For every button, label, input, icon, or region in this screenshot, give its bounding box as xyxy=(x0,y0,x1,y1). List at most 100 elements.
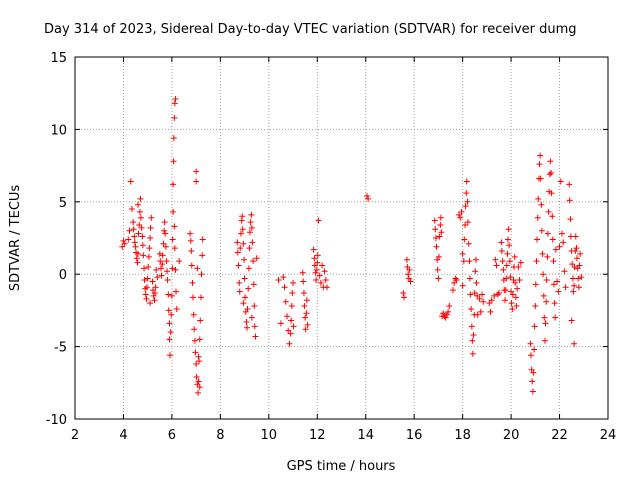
data-point xyxy=(199,236,206,243)
data-point xyxy=(542,337,549,344)
data-point xyxy=(557,178,564,185)
data-point xyxy=(171,223,178,230)
data-point xyxy=(168,292,175,299)
data-point xyxy=(172,95,179,102)
data-point xyxy=(503,262,510,269)
data-point xyxy=(548,190,555,197)
data-point xyxy=(506,258,513,265)
data-point xyxy=(193,360,200,367)
data-point xyxy=(134,259,141,266)
data-point xyxy=(172,266,179,273)
data-point xyxy=(461,236,468,243)
data-point xyxy=(500,266,507,273)
data-point xyxy=(236,288,243,295)
data-point xyxy=(572,233,579,240)
data-point xyxy=(153,266,160,273)
data-point xyxy=(302,314,309,321)
data-point xyxy=(535,195,542,202)
data-point xyxy=(492,256,499,263)
data-point xyxy=(432,226,439,233)
data-point xyxy=(277,320,284,327)
data-point xyxy=(449,287,456,294)
data-point xyxy=(549,236,556,243)
data-point xyxy=(544,230,551,237)
data-point xyxy=(141,265,148,272)
data-point xyxy=(316,272,323,279)
data-point xyxy=(512,279,519,286)
data-point xyxy=(136,208,143,215)
data-point xyxy=(287,330,294,337)
data-point xyxy=(552,246,559,253)
x-tick-label: 2 xyxy=(71,428,79,443)
data-point xyxy=(474,311,481,318)
data-point xyxy=(237,230,244,237)
data-point xyxy=(571,340,578,347)
data-point xyxy=(195,353,202,360)
data-point xyxy=(504,250,511,257)
data-point xyxy=(166,352,173,359)
data-point xyxy=(251,323,258,330)
data-point xyxy=(571,263,578,270)
data-point xyxy=(248,211,255,218)
data-point xyxy=(139,242,146,249)
data-point xyxy=(575,284,582,291)
x-tick-label: 18 xyxy=(454,428,471,443)
data-point xyxy=(440,310,447,317)
data-point xyxy=(141,276,148,283)
data-point xyxy=(578,274,585,281)
data-point xyxy=(533,258,540,265)
data-point xyxy=(283,313,290,320)
data-point xyxy=(245,265,252,272)
data-point xyxy=(150,292,157,299)
data-point xyxy=(195,389,202,396)
data-point xyxy=(573,245,580,252)
data-point xyxy=(442,314,449,321)
data-point xyxy=(534,236,541,243)
data-point xyxy=(531,323,538,330)
data-point xyxy=(555,288,562,295)
data-point xyxy=(171,100,178,107)
data-point xyxy=(544,253,551,260)
data-point xyxy=(569,275,576,282)
data-point xyxy=(138,224,145,231)
data-point xyxy=(462,203,469,210)
data-point xyxy=(437,214,444,221)
data-point xyxy=(439,313,446,320)
data-point xyxy=(159,261,166,268)
data-point xyxy=(558,230,565,237)
data-point xyxy=(464,219,471,226)
data-point xyxy=(127,178,134,185)
data-point xyxy=(163,258,170,265)
x-tick-label: 8 xyxy=(216,428,224,443)
data-point xyxy=(245,285,252,292)
data-point xyxy=(512,294,519,301)
data-point xyxy=(199,252,206,259)
data-point xyxy=(239,226,246,233)
data-point xyxy=(507,274,514,281)
data-point xyxy=(509,305,516,312)
data-point xyxy=(313,276,320,283)
data-point xyxy=(472,256,479,263)
data-point xyxy=(248,224,255,231)
data-point xyxy=(401,294,408,301)
data-point xyxy=(170,158,177,165)
data-point xyxy=(151,290,158,297)
data-point xyxy=(246,229,253,236)
data-point xyxy=(400,290,407,297)
data-point xyxy=(247,219,254,226)
data-point xyxy=(250,258,257,265)
data-point xyxy=(511,253,518,260)
data-point xyxy=(169,236,176,243)
data-point xyxy=(463,190,470,197)
data-point xyxy=(505,226,512,233)
data-point xyxy=(534,214,541,221)
data-point xyxy=(433,243,440,250)
data-point xyxy=(552,314,559,321)
data-point xyxy=(477,308,484,315)
data-point xyxy=(537,175,544,182)
data-point xyxy=(244,324,251,331)
data-point xyxy=(499,258,506,265)
data-point xyxy=(158,265,165,272)
data-point xyxy=(435,253,442,260)
data-point xyxy=(363,193,370,200)
